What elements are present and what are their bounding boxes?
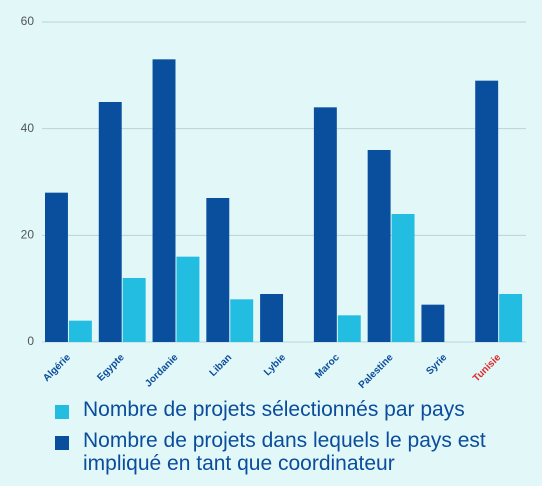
bar: [206, 198, 230, 342]
legend-swatch: [55, 436, 69, 450]
bar: [68, 320, 92, 342]
legend-item: Nombre de projets dans lequels le pays e…: [55, 429, 525, 475]
x-tick-label: Jordanie: [143, 352, 181, 390]
bar: [337, 315, 361, 342]
x-tick-label: Lybie: [262, 352, 288, 378]
x-tick-label: Maroc: [313, 352, 342, 381]
legend-label: Nombre de projets sélectionnés par pays: [83, 398, 465, 421]
chart: 0 20 40 60 Algérie Egypte Jordanie Liban Lybie Ma…: [21, 14, 526, 391]
x-tick-label: Algérie: [41, 352, 73, 384]
legend: Nombre de projets sélectionnés par pays N…: [55, 398, 525, 483]
y-tick-label: 40: [21, 121, 35, 135]
x-tick-label: Palestine: [357, 352, 396, 391]
bar: [475, 80, 499, 343]
x-tick-label: Tunisie: [471, 352, 503, 384]
bar: [230, 299, 254, 342]
bar: [122, 278, 146, 342]
bar: [499, 294, 523, 342]
legend-item: Nombre de projets sélectionnés par pays: [55, 398, 525, 421]
bar: [260, 294, 284, 342]
bar: [367, 150, 391, 342]
x-tick-label: Syrie: [424, 352, 449, 377]
bar: [391, 214, 415, 342]
legend-label: Nombre de projets dans lequels le pays e…: [83, 429, 486, 475]
bar: [176, 256, 200, 342]
bar: [421, 304, 445, 342]
y-tick-label: 20: [21, 228, 35, 242]
legend-swatch: [55, 405, 69, 419]
y-tick-label: 60: [21, 14, 35, 28]
bar: [313, 107, 337, 342]
bar: [152, 59, 176, 342]
bar: [45, 192, 68, 342]
x-tick-label: Liban: [208, 352, 235, 379]
x-tick-label: Egypte: [95, 352, 127, 384]
y-tick-label: 0: [27, 334, 34, 348]
bar: [98, 102, 122, 342]
